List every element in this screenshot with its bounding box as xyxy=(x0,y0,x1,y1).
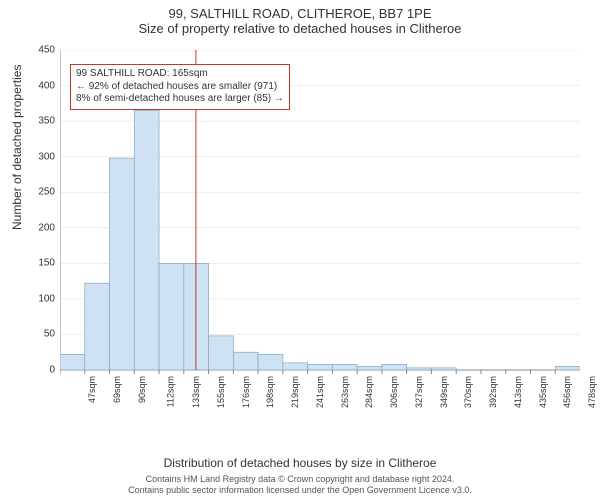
xtick-label: 370sqm xyxy=(463,376,473,408)
xtick-label: 198sqm xyxy=(265,376,275,408)
histogram-bar xyxy=(283,363,308,370)
xtick-label: 90sqm xyxy=(137,376,147,403)
histogram-bar xyxy=(60,354,85,370)
info-line-3: 8% of semi-detached houses are larger (8… xyxy=(76,93,284,106)
histogram-bar xyxy=(233,352,258,370)
xtick-label: 263sqm xyxy=(340,376,350,408)
x-axis-label: Distribution of detached houses by size … xyxy=(0,456,600,470)
xtick-label: 112sqm xyxy=(166,376,176,407)
info-line-1: 99 SALTHILL ROAD: 165sqm xyxy=(76,68,284,81)
histogram-bar xyxy=(382,364,407,370)
ytick-label: 150 xyxy=(25,258,55,269)
histogram-bar xyxy=(134,110,159,370)
ytick-label: 0 xyxy=(25,365,55,376)
xtick-label: 435sqm xyxy=(538,376,548,408)
info-box: 99 SALTHILL ROAD: 165sqm ← 92% of detach… xyxy=(70,64,290,110)
page-subtitle: Size of property relative to detached ho… xyxy=(0,21,600,36)
footer-line-1: Contains HM Land Registry data © Crown c… xyxy=(0,474,600,485)
y-axis-label: Number of detached properties xyxy=(10,65,24,230)
histogram-bar xyxy=(85,283,110,370)
xtick-label: 392sqm xyxy=(488,376,498,408)
xtick-label: 413sqm xyxy=(513,376,523,408)
xtick-label: 155sqm xyxy=(216,376,226,408)
xtick-label: 133sqm xyxy=(191,376,201,408)
xtick-label: 478sqm xyxy=(587,376,597,408)
xtick-label: 284sqm xyxy=(364,376,374,408)
xtick-label: 69sqm xyxy=(112,376,122,403)
chart-area: 050100150200250300350400450 47sqm69sqm90… xyxy=(60,50,580,420)
ytick-label: 350 xyxy=(25,116,55,127)
xtick-label: 176sqm xyxy=(241,376,251,408)
footer-line-2: Contains public sector information licen… xyxy=(0,485,600,496)
histogram-bar xyxy=(308,364,333,370)
histogram-bar xyxy=(357,366,382,370)
ytick-label: 400 xyxy=(25,80,55,91)
ytick-label: 250 xyxy=(25,187,55,198)
histogram-bar xyxy=(407,368,432,370)
ytick-label: 50 xyxy=(25,329,55,340)
xtick-label: 456sqm xyxy=(563,376,573,408)
ytick-label: 100 xyxy=(25,293,55,304)
xtick-label: 47sqm xyxy=(87,376,97,403)
histogram-bar xyxy=(258,354,283,370)
histogram-bar xyxy=(159,263,184,370)
xtick-label: 327sqm xyxy=(414,376,424,408)
ytick-label: 450 xyxy=(25,45,55,56)
ytick-label: 300 xyxy=(25,151,55,162)
xtick-label: 349sqm xyxy=(439,376,449,408)
histogram-bar xyxy=(209,336,234,370)
histogram-bar xyxy=(332,364,357,370)
histogram-bar xyxy=(110,158,135,370)
histogram-bar xyxy=(555,366,580,370)
footer: Contains HM Land Registry data © Crown c… xyxy=(0,474,600,496)
info-line-2: ← 92% of detached houses are smaller (97… xyxy=(76,81,284,94)
ytick-label: 200 xyxy=(25,222,55,233)
histogram-bar xyxy=(431,368,456,370)
page-address: 99, SALTHILL ROAD, CLITHEROE, BB7 1PE xyxy=(0,6,600,21)
xtick-label: 241sqm xyxy=(315,376,325,408)
xtick-label: 306sqm xyxy=(389,376,399,408)
xtick-label: 219sqm xyxy=(290,376,300,408)
